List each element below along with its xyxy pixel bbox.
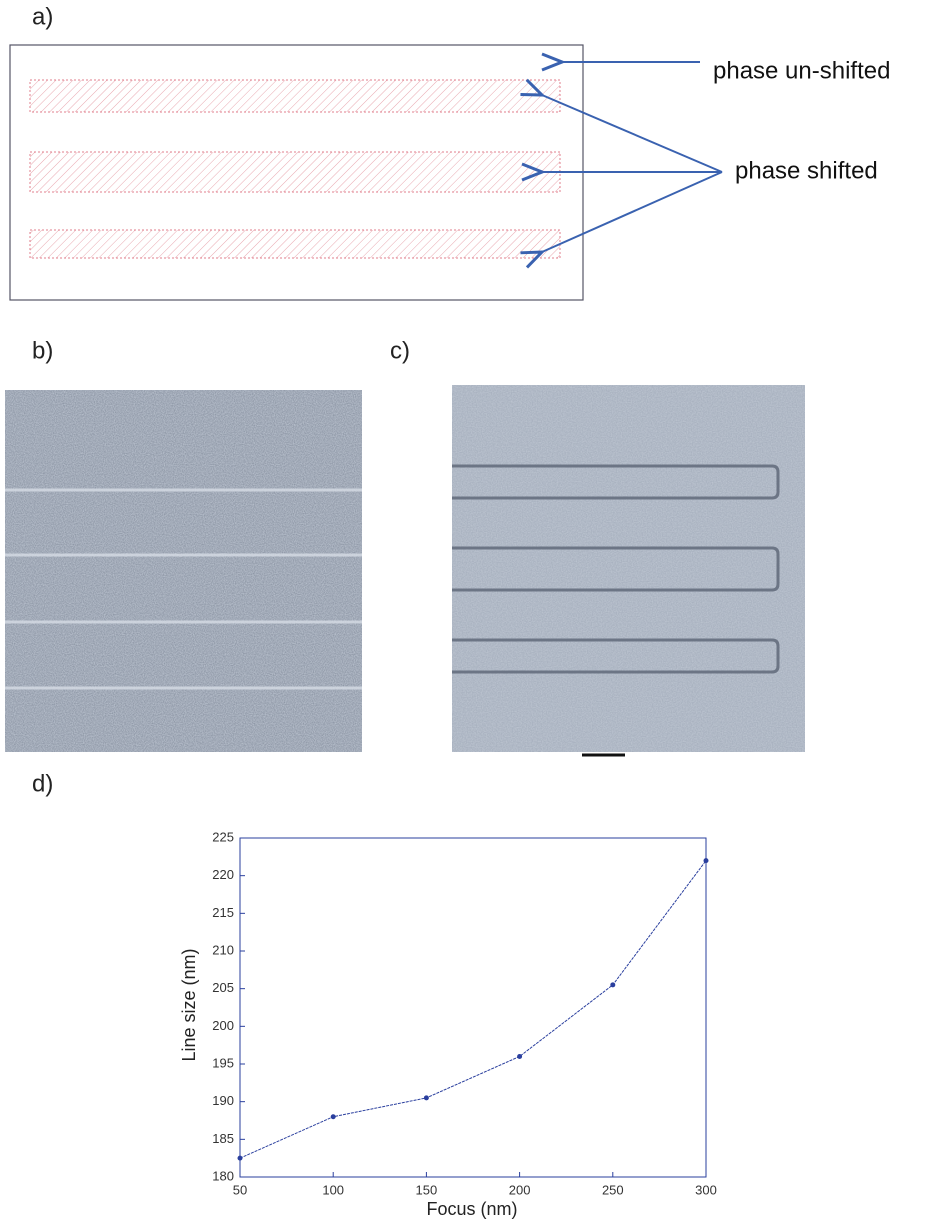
- panel-label: c): [390, 337, 410, 364]
- data-point: [517, 1053, 523, 1059]
- data-point: [237, 1155, 243, 1161]
- data-line: [239, 860, 707, 1159]
- panel-label: b): [32, 337, 53, 364]
- x-tick-label: 300: [695, 1182, 717, 1197]
- data-point: [610, 982, 616, 988]
- annotation: phase shifted: [735, 157, 878, 184]
- x-tick-label: 150: [416, 1182, 438, 1197]
- x-axis-label: Focus (nm): [426, 1199, 517, 1219]
- data-point: [330, 1114, 336, 1120]
- y-tick-label: 225: [212, 829, 234, 844]
- y-tick-label: 220: [212, 867, 234, 882]
- phase-stripes: [29, 79, 561, 259]
- y-axis-label: Line size (nm): [179, 948, 199, 1061]
- data-point: [423, 1095, 429, 1101]
- y-tick-label: 205: [212, 980, 234, 995]
- sem-image-c: [452, 385, 805, 757]
- y-tick-label: 210: [212, 942, 234, 957]
- sem-image-b: [5, 390, 362, 752]
- y-tick-label: 190: [212, 1093, 234, 1108]
- y-tick-label: 200: [212, 1018, 234, 1033]
- x-tick-label: 200: [509, 1182, 531, 1197]
- y-tick-label: 215: [212, 905, 234, 920]
- x-tick-label: 100: [322, 1182, 344, 1197]
- plot-frame: [239, 837, 707, 1178]
- y-tick-label: 195: [212, 1055, 234, 1070]
- data-point: [703, 858, 709, 864]
- annotation: phase un-shifted: [713, 57, 890, 84]
- x-tick-label: 50: [233, 1182, 247, 1197]
- panel-label: a): [32, 3, 53, 30]
- panel-label: d): [32, 770, 53, 797]
- y-tick-label: 180: [212, 1168, 234, 1183]
- arrows: [542, 62, 723, 252]
- x-tick-label: 250: [602, 1182, 624, 1197]
- y-tick-label: 185: [212, 1131, 234, 1146]
